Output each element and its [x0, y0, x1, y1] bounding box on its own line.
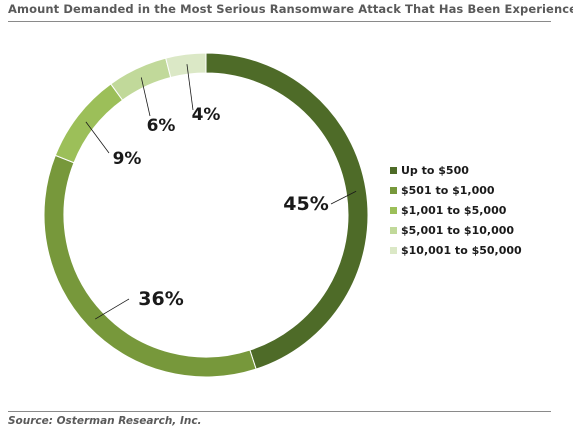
legend-label-1-001-to-5-000: $1,001 to $5,000 [401, 204, 507, 217]
slice-label-1-001-to-5-000: 9% [113, 149, 142, 169]
legend-swatch-10-001-to-50-000 [390, 247, 397, 254]
legend-swatch-up-to-500 [390, 167, 397, 174]
slice-label-10-001-to-50-000: 4% [192, 105, 221, 125]
leader-line-5-001-to-10-000 [140, 77, 151, 117]
donut-slices [43, 52, 369, 378]
slice-label-5-001-to-10-000: 6% [147, 116, 176, 136]
legend-swatch-1-001-to-5-000 [390, 207, 397, 214]
title-divider [8, 21, 551, 22]
legend-swatch-5-001-to-10-000 [390, 227, 397, 234]
leader-line-up-to-500 [330, 190, 357, 205]
leader-line-501-to-1-000 [94, 298, 130, 320]
source-divider [8, 411, 551, 412]
legend: Up to $500 $501 to $1,000 $1,001 to $5,000… [390, 164, 522, 257]
leader-line-10-001-to-50-000 [186, 64, 194, 111]
slice-label-501-to-1-000: 36% [138, 288, 183, 310]
source-note: Source: Osterman Research, Inc. [8, 415, 202, 427]
slice-label-up-to-500: 45% [283, 193, 328, 215]
leader-lines [85, 64, 357, 320]
legend-label-501-to-1-000: $501 to $1,000 [401, 184, 495, 197]
slice-501-to-1-000 [43, 154, 257, 378]
leader-line-1-001-to-5-000 [85, 121, 110, 154]
slice-10-001-to-50-000 [165, 52, 207, 79]
chart-title: Amount Demanded in the Most Serious Rans… [8, 2, 573, 16]
slice-5-001-to-10-000 [110, 57, 172, 101]
slice-labels: 45% 36% 9%6% 4% [113, 105, 329, 310]
legend-label-up-to-500: Up to $500 [401, 164, 469, 177]
legend-label-10-001-to-50-000: $10,001 to $50,000 [401, 244, 522, 257]
legend-label-5-001-to-10-000: $5,001 to $10,000 [401, 224, 514, 237]
legend-swatch-501-to-1-000 [390, 187, 397, 194]
